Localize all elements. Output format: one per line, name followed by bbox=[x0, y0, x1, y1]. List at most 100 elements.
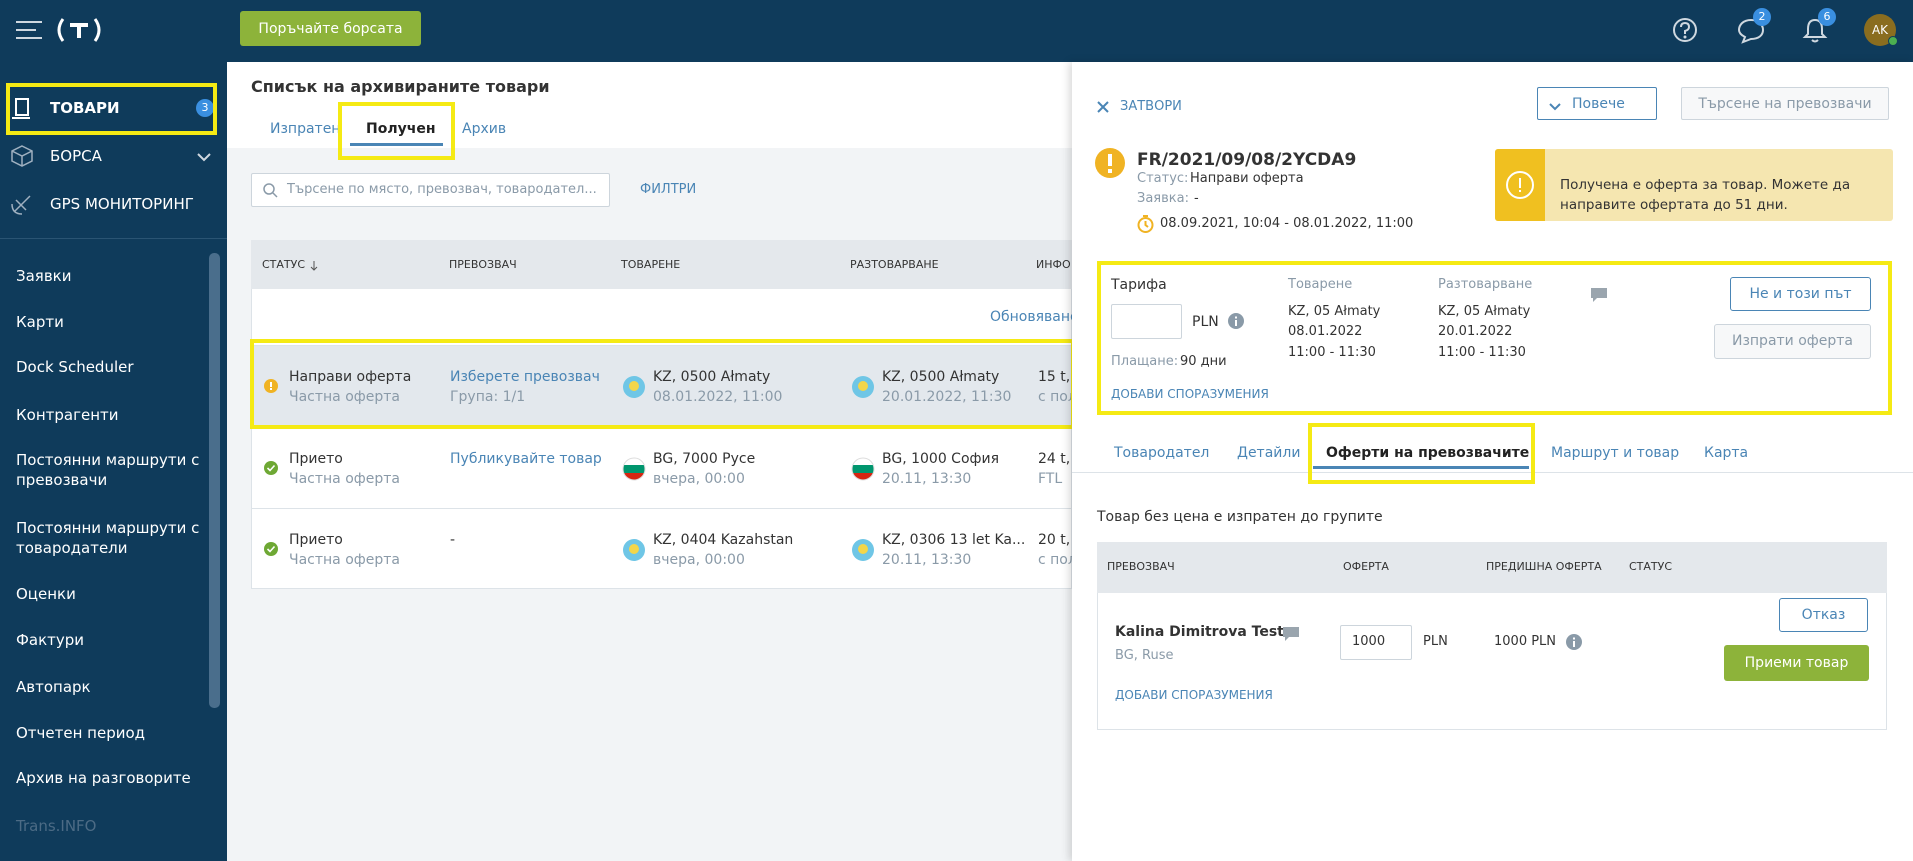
add-agreements[interactable]: ДОБАВИ СПОРАЗУМЕНИЯ bbox=[1111, 387, 1269, 401]
info-sub: с пол bbox=[1038, 552, 1077, 568]
label: Товарене bbox=[1288, 277, 1353, 292]
status: Прието bbox=[289, 451, 343, 467]
sidebar bbox=[0, 62, 227, 861]
menu-icon bbox=[16, 19, 42, 41]
tariff-input[interactable] bbox=[1111, 304, 1182, 339]
accept-button[interactable] bbox=[1724, 645, 1869, 681]
tab[interactable]: Детайли bbox=[1237, 445, 1301, 461]
tab[interactable]: Оферти на превозвачите bbox=[1326, 445, 1530, 461]
cargo-id: FR/2021/09/08/2YCDA9 bbox=[1137, 150, 1357, 170]
more-button[interactable] bbox=[1537, 87, 1657, 120]
sort-icon bbox=[310, 259, 318, 271]
flag bbox=[622, 375, 646, 399]
info: 15 t, bbox=[1038, 369, 1071, 385]
loading-date: вчера, 00:00 bbox=[653, 552, 745, 568]
alert-text: Получена е оферта за товар. Можете да на… bbox=[1560, 177, 1851, 213]
search-box[interactable] bbox=[251, 173, 610, 207]
side-item[interactable]: Карти bbox=[16, 313, 64, 331]
search-placeholder[interactable]: Търсене по място, превозвач, товародател… bbox=[287, 182, 597, 197]
offer-value: 1000 bbox=[1352, 634, 1386, 649]
nav-icon bbox=[10, 96, 34, 120]
accept-label[interactable]: Приеми товар bbox=[1744, 655, 1849, 671]
comment-icon bbox=[1282, 626, 1300, 642]
column-header: ПРЕДИШНА ОФЕРТА bbox=[1486, 560, 1602, 573]
messages-badge bbox=[1753, 8, 1771, 26]
filters-button[interactable]: ФИЛТРИ bbox=[640, 182, 697, 197]
refresh-link[interactable]: Обновяване bbox=[990, 309, 1079, 325]
more-button-label[interactable]: Повече bbox=[1572, 96, 1625, 112]
table-header bbox=[251, 240, 1072, 289]
side-item[interactable]: Постоянни маршрути с товародатели bbox=[16, 519, 200, 557]
highlight bbox=[1308, 423, 1535, 484]
notifications-badge bbox=[1818, 8, 1836, 26]
add-agreements[interactable]: ДОБАВИ СПОРАЗУМЕНИЯ bbox=[1115, 688, 1273, 702]
tab[interactable]: Карта bbox=[1704, 445, 1749, 461]
reject-button[interactable] bbox=[1779, 598, 1868, 632]
info: 24 t, bbox=[1038, 451, 1071, 467]
tab[interactable]: Маршрут и товар bbox=[1551, 445, 1680, 461]
info-icon bbox=[1566, 634, 1582, 650]
unloading-place: KZ, 0306 13 let Ka... bbox=[882, 532, 1026, 548]
side-item[interactable]: Фактури bbox=[16, 631, 85, 649]
tab[interactable]: Товародател bbox=[1114, 445, 1210, 461]
unloading-date: 20.11, 13:30 bbox=[882, 471, 972, 487]
side-item[interactable]: Заявки bbox=[16, 267, 72, 285]
carrier[interactable]: Публикувайте товар bbox=[450, 451, 602, 467]
label: Плащане: bbox=[1111, 354, 1179, 369]
label: Разтоварване bbox=[1438, 277, 1533, 292]
side-item[interactable]: Dock Scheduler bbox=[16, 358, 134, 376]
tab[interactable]: Изпратен bbox=[270, 121, 341, 137]
unloading-date: 20.01.2022, 11:30 bbox=[882, 389, 1012, 405]
decline-button[interactable] bbox=[1730, 277, 1871, 311]
time: 11:00 - 11:30 bbox=[1438, 345, 1526, 360]
send-offer-label[interactable]: Изпрати оферта bbox=[1731, 333, 1853, 349]
messages-icon bbox=[1737, 18, 1765, 44]
chevron bbox=[1549, 99, 1561, 111]
search-carriers-label[interactable]: Търсене на превозвачи bbox=[1698, 96, 1872, 112]
reject-label[interactable]: Отказ bbox=[1801, 607, 1846, 623]
nav-item[interactable]: ТОВАРИ bbox=[50, 99, 120, 117]
column-header: ИНФО bbox=[1036, 258, 1071, 271]
column-header: РАЗТОВАРВАНЕ bbox=[850, 258, 939, 271]
dates: 08.09.2021, 10:04 - 08.01.2022, 11:00 bbox=[1160, 216, 1414, 231]
column-header: ПРЕВОЗВАЧ bbox=[449, 258, 517, 271]
date: 08.01.2022 bbox=[1288, 324, 1363, 339]
info-sub: с пол bbox=[1038, 389, 1077, 405]
currency: PLN bbox=[1423, 634, 1448, 649]
side-item[interactable]: Контрагенти bbox=[16, 406, 119, 424]
table-row[interactable] bbox=[251, 345, 1072, 427]
carrier-name: Kalina Dimitrova Test bbox=[1115, 624, 1284, 640]
nav-item[interactable]: GPS МОНИТОРИНГ bbox=[50, 195, 194, 213]
tab[interactable]: Архив bbox=[462, 121, 507, 137]
order-button[interactable] bbox=[240, 11, 421, 46]
close-icon bbox=[1097, 101, 1109, 113]
nav-item[interactable]: БОРСА bbox=[50, 147, 102, 165]
carrier[interactable]: Изберете превозвач bbox=[450, 369, 600, 385]
side-item[interactable]: Оценки bbox=[16, 585, 76, 603]
info-icon bbox=[1228, 313, 1244, 329]
table-row[interactable] bbox=[251, 508, 1072, 589]
order-button-label[interactable]: Поръчайте борсата bbox=[258, 21, 403, 37]
loading-place: BG, 7000 Русе bbox=[653, 451, 756, 467]
tab[interactable]: Получен bbox=[366, 121, 436, 137]
side-item[interactable]: Постоянни маршрути с превозвачи bbox=[16, 451, 200, 489]
decline-label[interactable]: Не и този път bbox=[1749, 286, 1852, 302]
side-item[interactable]: Автопарк bbox=[16, 678, 91, 696]
side-item[interactable]: Архив на разговорите bbox=[16, 769, 191, 787]
loading-date: вчера, 00:00 bbox=[653, 471, 745, 487]
nav-icon bbox=[10, 192, 34, 216]
chevron bbox=[197, 150, 211, 162]
side-item[interactable]: Отчетен период bbox=[16, 724, 146, 742]
status-icon bbox=[264, 379, 278, 393]
send-offer-button[interactable] bbox=[1714, 324, 1871, 359]
label: Статус: bbox=[1137, 171, 1189, 186]
offer-type: Частна оферта bbox=[289, 389, 400, 405]
status-icon bbox=[264, 542, 278, 556]
offer-type: Частна оферта bbox=[289, 471, 400, 487]
close-button[interactable]: ЗАТВОРИ bbox=[1120, 99, 1182, 114]
offer-input[interactable] bbox=[1340, 625, 1412, 660]
note: Товар без цена е изпратен до групите bbox=[1097, 509, 1383, 525]
offer-type: Частна оферта bbox=[289, 552, 400, 568]
search-carriers-button[interactable] bbox=[1681, 87, 1889, 120]
